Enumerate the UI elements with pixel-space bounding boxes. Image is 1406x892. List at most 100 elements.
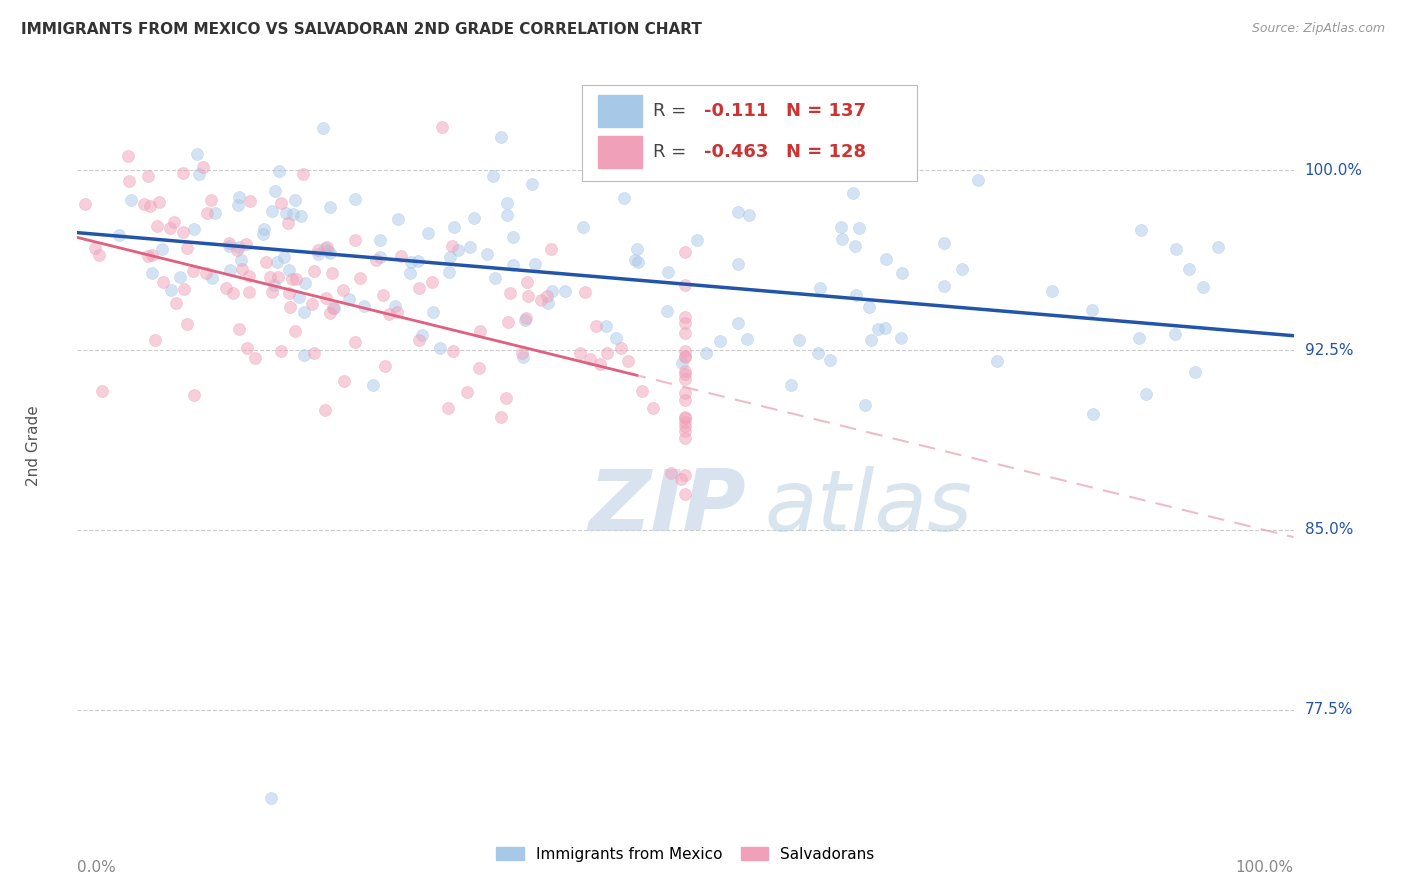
Point [408, 333, 430, 347]
Point [173, 282, 195, 296]
Point [627, 254, 650, 268]
Point [238, 285, 260, 299]
Point [659, 467, 682, 481]
Point [727, 257, 749, 271]
Point [675, 418, 697, 433]
Point [738, 208, 761, 222]
Point [204, 206, 226, 220]
Text: R =: R = [652, 102, 692, 120]
Point [364, 252, 387, 267]
Point [172, 225, 194, 239]
Point [643, 401, 665, 415]
Point [727, 316, 749, 330]
Point [318, 306, 340, 320]
Point [589, 357, 612, 371]
Point [136, 169, 159, 183]
Point [515, 311, 537, 326]
Point [585, 318, 607, 333]
Point [270, 196, 292, 211]
Point [292, 305, 315, 319]
Point [808, 281, 831, 295]
Point [830, 219, 852, 234]
Point [613, 191, 636, 205]
Point [675, 344, 697, 359]
Point [368, 250, 391, 264]
Point [655, 303, 678, 318]
Point [252, 227, 274, 241]
Point [333, 374, 356, 388]
Point [675, 278, 697, 293]
Point [554, 285, 576, 299]
Point [183, 221, 205, 235]
Point [1129, 223, 1152, 237]
Point [986, 354, 1008, 368]
Point [709, 334, 731, 348]
Point [378, 307, 401, 321]
Point [260, 204, 283, 219]
Point [322, 301, 344, 315]
Point [263, 278, 285, 293]
Point [215, 281, 238, 295]
Point [91, 384, 114, 398]
Point [675, 316, 697, 330]
Point [572, 219, 595, 234]
Point [226, 243, 249, 257]
Legend: Immigrants from Mexico, Salvadorans: Immigrants from Mexico, Salvadorans [491, 840, 880, 868]
Point [675, 367, 697, 381]
Point [319, 200, 342, 214]
Point [222, 286, 245, 301]
Point [439, 250, 461, 264]
Point [281, 272, 304, 286]
Point [468, 360, 491, 375]
Point [866, 321, 889, 335]
Point [443, 220, 465, 235]
Point [669, 472, 692, 486]
Point [408, 281, 430, 295]
Point [259, 270, 281, 285]
Point [308, 247, 330, 261]
Text: N = 128: N = 128 [786, 144, 866, 161]
Point [159, 221, 181, 235]
Point [637, 164, 659, 178]
Point [373, 287, 395, 301]
Text: 0.0%: 0.0% [77, 860, 117, 875]
Point [675, 411, 697, 425]
Point [530, 293, 553, 308]
Point [314, 403, 336, 417]
Point [437, 401, 460, 416]
Text: 2nd Grade: 2nd Grade [25, 406, 41, 486]
Point [274, 206, 297, 220]
Point [595, 318, 617, 333]
Point [87, 248, 110, 262]
Point [277, 216, 299, 230]
Point [842, 186, 865, 201]
Point [569, 346, 592, 360]
Point [675, 392, 697, 407]
Point [510, 346, 533, 360]
Point [117, 149, 139, 163]
Point [143, 334, 166, 348]
Point [675, 467, 697, 482]
Point [807, 346, 830, 360]
Point [537, 296, 560, 310]
Point [848, 221, 870, 235]
Point [616, 354, 638, 368]
Point [270, 343, 292, 358]
Point [1081, 407, 1104, 421]
Text: IMMIGRANTS FROM MEXICO VS SALVADORAN 2ND GRADE CORRELATION CHART: IMMIGRANTS FROM MEXICO VS SALVADORAN 2ND… [21, 22, 702, 37]
Point [675, 385, 697, 400]
Point [374, 359, 396, 373]
Point [1184, 365, 1206, 379]
Text: 85.0%: 85.0% [1305, 523, 1353, 537]
Point [283, 324, 305, 338]
Point [626, 242, 648, 256]
Point [695, 346, 717, 360]
Point [1192, 280, 1215, 294]
Point [292, 347, 315, 361]
Text: R =: R = [652, 144, 692, 161]
Point [675, 424, 697, 438]
Point [239, 194, 262, 209]
Point [934, 278, 956, 293]
Point [219, 262, 242, 277]
Point [477, 247, 499, 261]
